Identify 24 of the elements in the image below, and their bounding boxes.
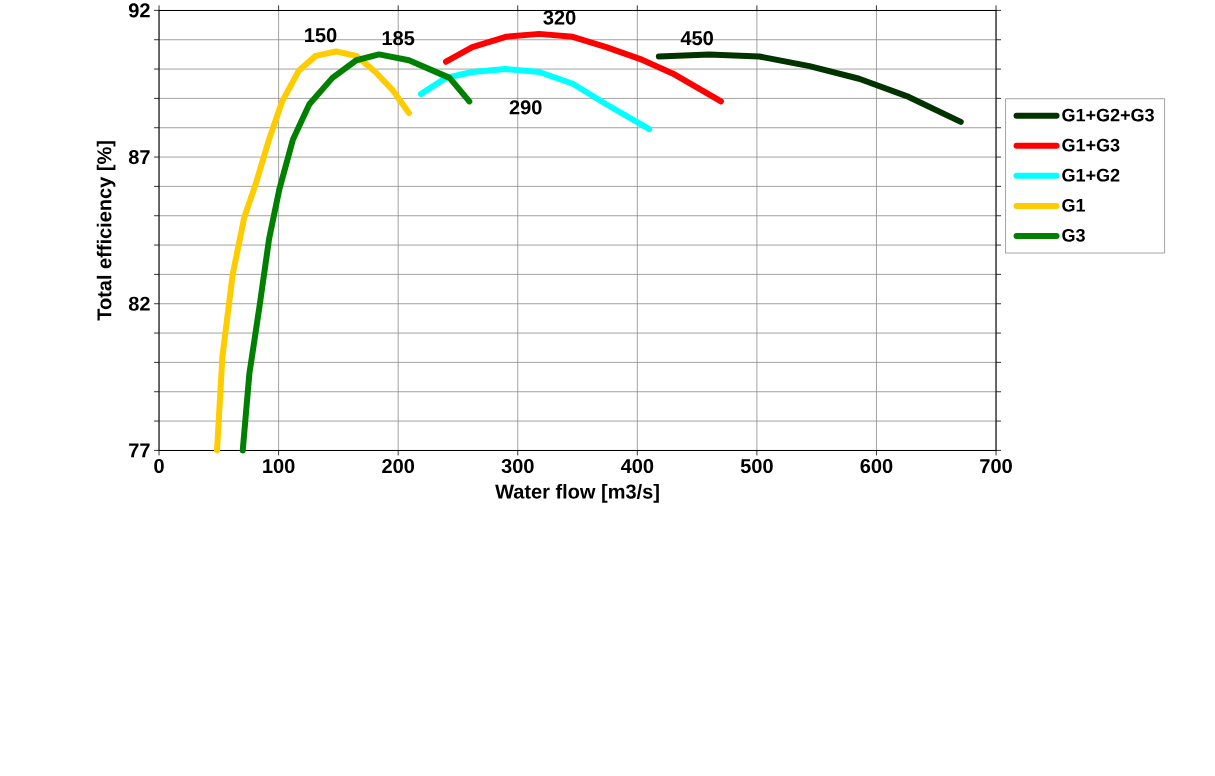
- x-tick-label: 600: [860, 458, 893, 474]
- legend-label: G1+G3: [1062, 138, 1120, 152]
- y-tick-label: 87: [128, 150, 150, 165]
- x-tick-label: 200: [382, 458, 415, 474]
- legend-label: G1: [1062, 198, 1086, 212]
- x-axis-title: Water flow [m3/s]: [495, 483, 659, 503]
- annotation: 320: [543, 10, 576, 25]
- annotation: 150: [305, 28, 337, 43]
- x-tick-label: 700: [980, 458, 1012, 474]
- x-tick-label: 300: [501, 458, 534, 474]
- y-tick-label: 82: [128, 296, 150, 311]
- x-tick-label: 0: [154, 458, 164, 474]
- y-axis-title: Total efficiency [%]: [96, 141, 116, 321]
- legend-label: G1+G2+G3: [1062, 108, 1154, 122]
- legend-label: G3: [1062, 228, 1085, 242]
- annotation: 185: [382, 31, 415, 46]
- y-tick-label: 77: [129, 443, 150, 458]
- annotation: 290: [509, 100, 542, 115]
- x-tick-label: 400: [620, 458, 654, 474]
- annotation: 450: [680, 31, 713, 46]
- x-tick-label: 100: [263, 458, 295, 474]
- legend-label: G1+G2: [1062, 168, 1120, 182]
- y-tick-label: 92: [128, 3, 150, 18]
- x-tick-label: 500: [740, 458, 773, 474]
